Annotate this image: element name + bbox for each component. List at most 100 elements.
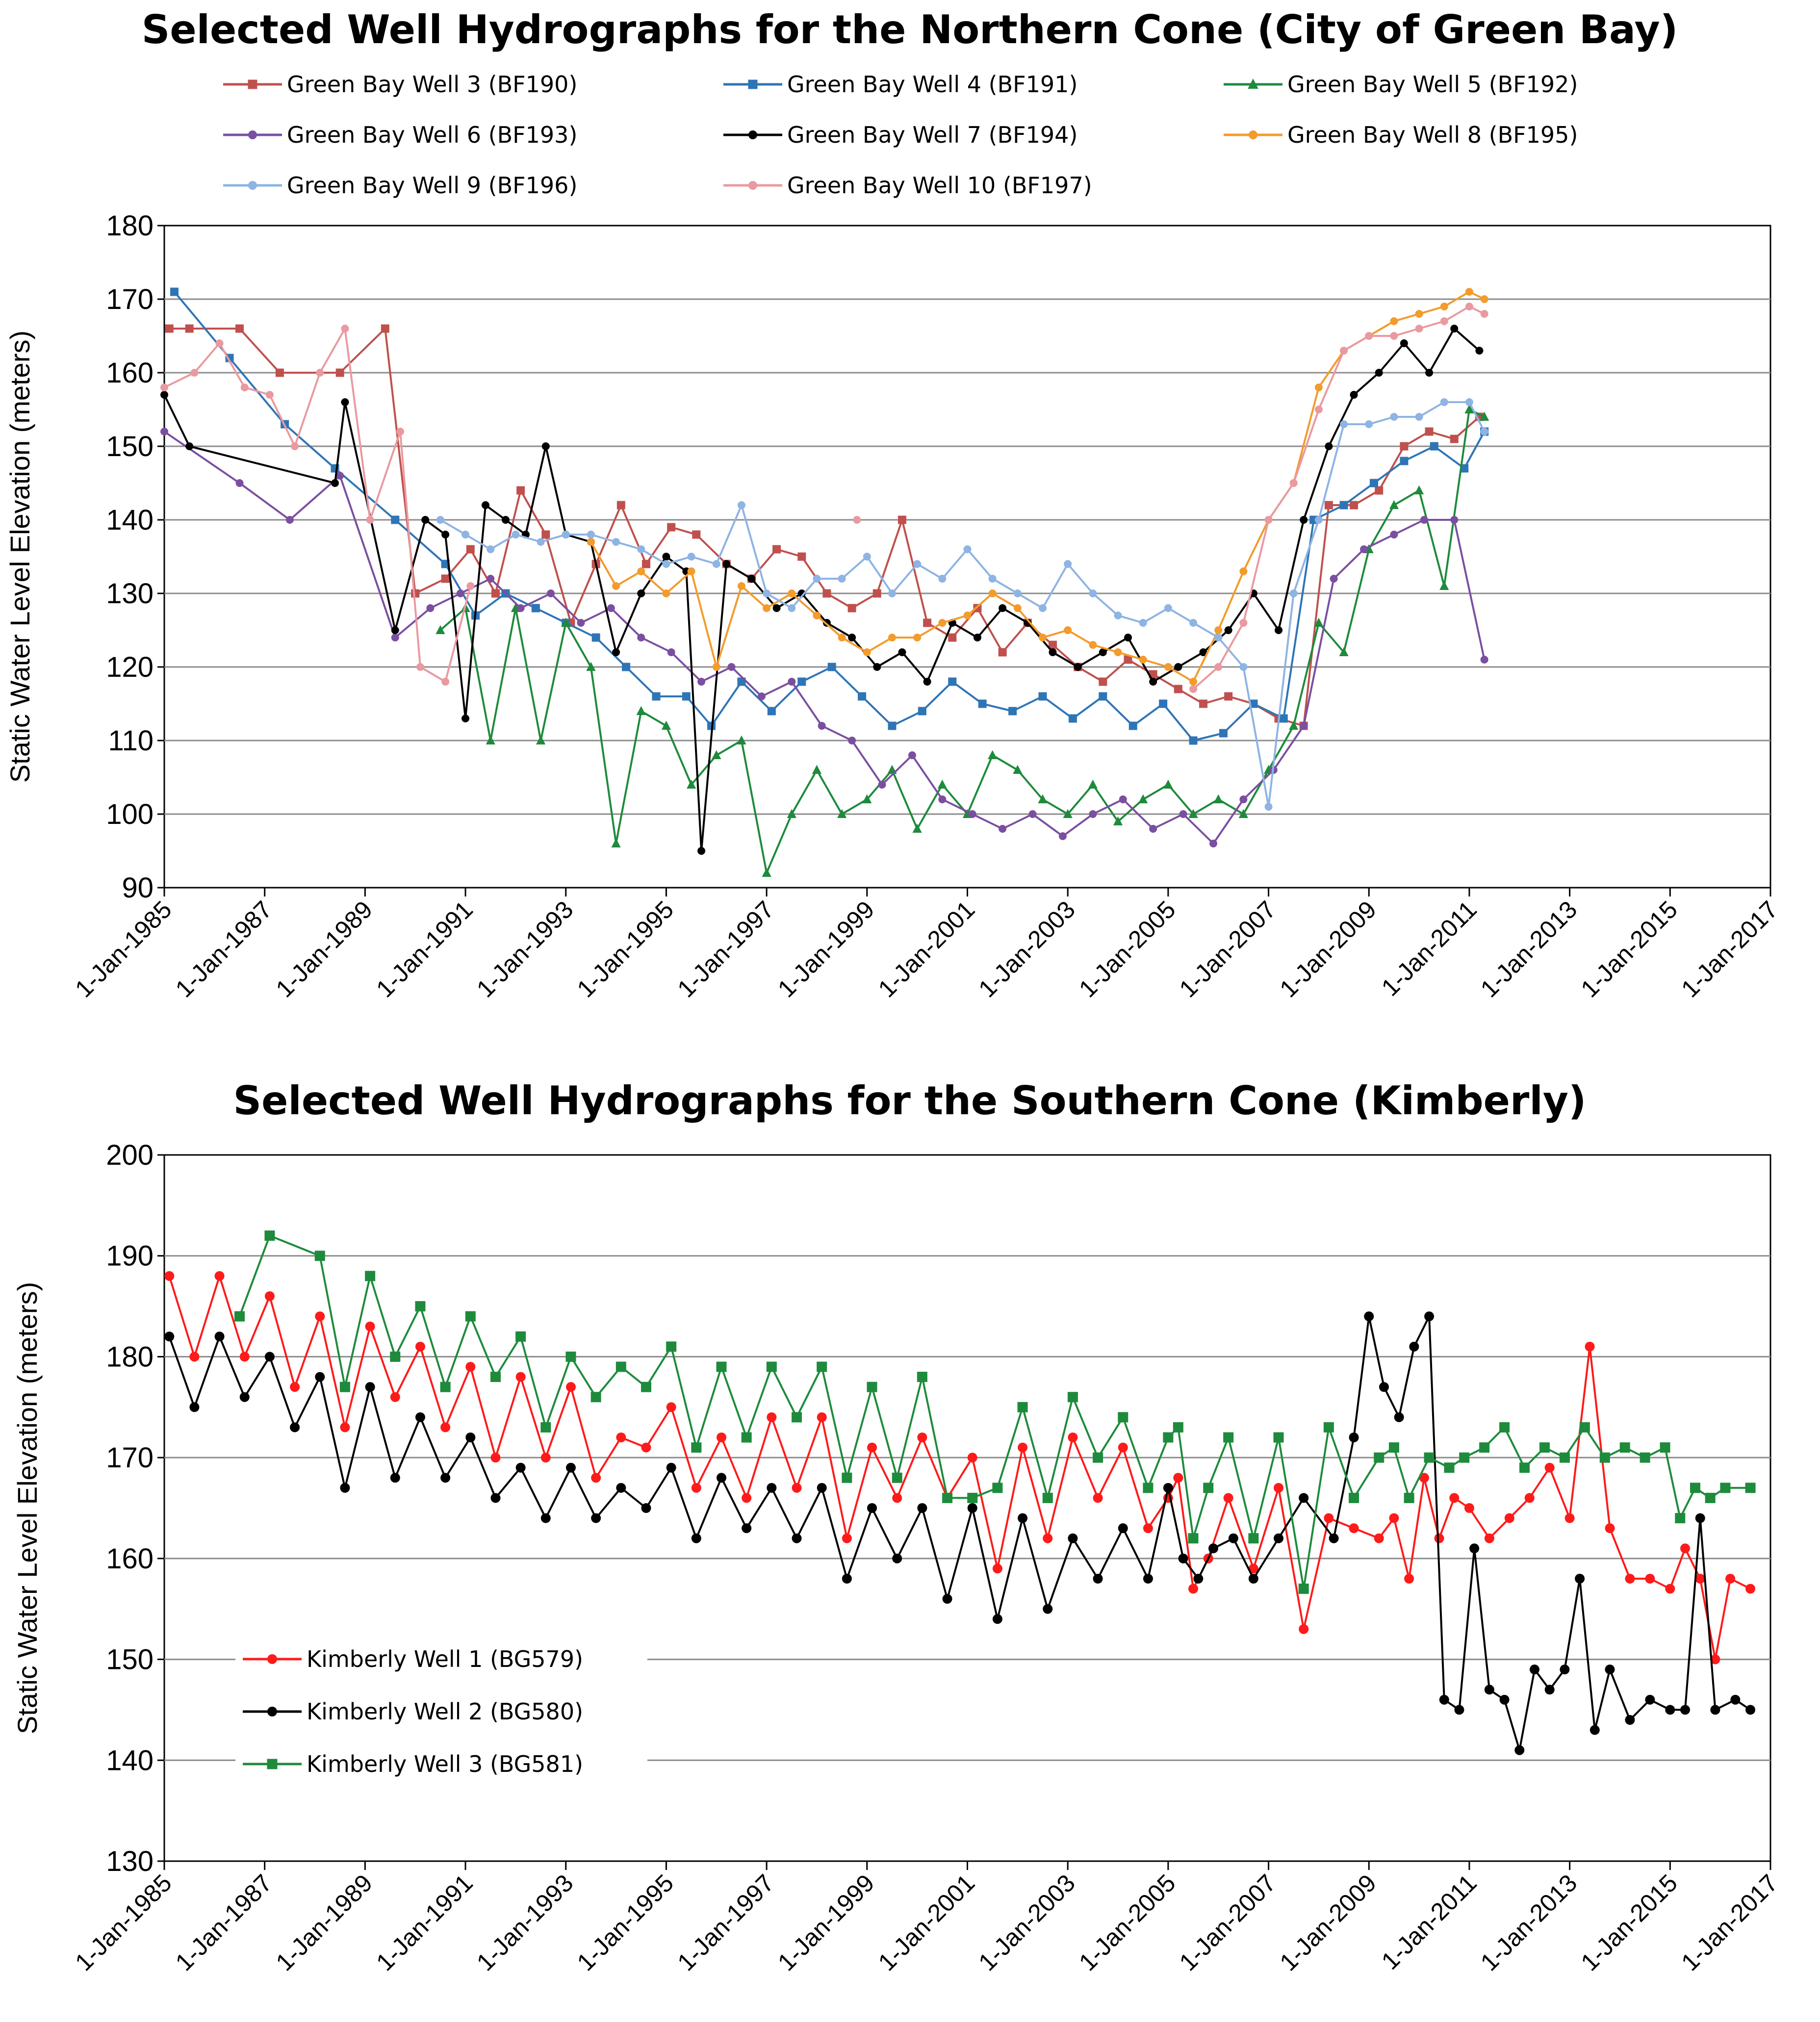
data-point xyxy=(411,589,420,598)
series-group xyxy=(160,287,1489,877)
data-point xyxy=(757,692,766,700)
data-point xyxy=(165,324,174,333)
data-point xyxy=(1499,1422,1510,1433)
data-point xyxy=(365,1271,376,1281)
data-point xyxy=(1164,604,1172,612)
data-point xyxy=(842,1574,852,1584)
data-point xyxy=(817,1361,827,1372)
data-point xyxy=(512,531,520,538)
data-point xyxy=(1228,1533,1238,1543)
data-point xyxy=(967,1503,977,1513)
data-point xyxy=(867,1442,877,1453)
data-point xyxy=(1143,1523,1153,1534)
data-point xyxy=(541,442,550,450)
data-point xyxy=(1665,1584,1675,1594)
data-point xyxy=(717,1473,727,1483)
data-point xyxy=(912,823,922,833)
data-point xyxy=(456,589,464,597)
data-point xyxy=(1415,310,1423,318)
legend-label: Green Bay Well 5 (BF192) xyxy=(1287,71,1578,98)
data-point xyxy=(1324,1513,1334,1523)
data-point xyxy=(999,825,1007,833)
data-point xyxy=(1223,1493,1233,1503)
data-point xyxy=(239,1392,250,1402)
data-point xyxy=(1163,1432,1174,1443)
legend: Green Bay Well 3 (BF190) Green Bay Well 4… xyxy=(223,71,1578,199)
data-point xyxy=(1173,1422,1183,1433)
data-point xyxy=(1068,1533,1078,1543)
data-point xyxy=(189,1352,200,1362)
data-point xyxy=(1008,707,1017,716)
data-point xyxy=(335,368,344,377)
data-point xyxy=(1163,779,1173,789)
legend-item: Green Bay Well 6 (BF193) xyxy=(223,122,577,148)
data-point xyxy=(365,1382,375,1392)
data-point xyxy=(561,617,571,627)
data-point xyxy=(341,398,349,406)
data-point xyxy=(1364,1311,1374,1322)
data-point xyxy=(391,626,399,634)
data-point xyxy=(641,1503,651,1513)
data-point xyxy=(415,1412,425,1422)
data-point xyxy=(440,1473,451,1483)
data-point xyxy=(938,619,947,627)
data-point xyxy=(1349,1492,1359,1503)
data-point xyxy=(862,794,872,803)
data-point xyxy=(1680,1705,1691,1715)
data-point xyxy=(160,391,168,399)
legend-label: Green Bay Well 4 (BF191) xyxy=(787,71,1077,98)
data-point xyxy=(1093,1493,1103,1503)
data-point xyxy=(390,1351,401,1362)
data-point xyxy=(487,545,495,553)
data-point xyxy=(797,677,806,686)
data-point xyxy=(1414,485,1424,494)
data-point xyxy=(1163,1483,1173,1493)
data-point xyxy=(1465,288,1473,296)
data-point xyxy=(501,516,510,524)
legend-item: Green Bay Well 7 (BF194) xyxy=(723,122,1077,148)
data-point xyxy=(1264,516,1273,524)
series-green-bay-well-4-bf191 xyxy=(170,287,1489,745)
y-tick-label: 170 xyxy=(106,283,154,315)
data-point xyxy=(465,1433,476,1442)
data-point xyxy=(938,795,947,803)
data-point xyxy=(265,391,274,399)
data-point xyxy=(190,369,199,377)
y-axis-label: Static Water Level Elevation (meters) xyxy=(12,1282,43,1734)
data-point xyxy=(878,781,886,789)
legend-label: Green Bay Well 8 (BF195) xyxy=(1287,122,1578,148)
data-point xyxy=(742,1493,752,1503)
data-point xyxy=(666,1462,676,1473)
data-point xyxy=(540,1453,551,1463)
data-point xyxy=(1340,347,1348,355)
data-point xyxy=(923,678,931,686)
y-tick-label: 100 xyxy=(106,798,154,830)
legend-item: Kimberly Well 2 (BG580) xyxy=(243,1698,583,1725)
data-point xyxy=(662,560,670,568)
data-point xyxy=(1375,486,1384,495)
data-point xyxy=(1465,303,1473,310)
data-point xyxy=(215,339,224,347)
data-point xyxy=(1369,479,1378,487)
data-point xyxy=(913,634,922,641)
legend-label: Green Bay Well 9 (BF196) xyxy=(287,172,577,199)
data-point xyxy=(391,515,400,524)
data-point xyxy=(1099,677,1107,686)
data-point xyxy=(440,1382,451,1392)
data-point xyxy=(988,750,998,759)
data-point xyxy=(1314,406,1323,413)
data-point xyxy=(1179,810,1187,818)
data-point xyxy=(666,1341,677,1352)
data-point xyxy=(1349,1523,1359,1534)
data-point xyxy=(888,634,896,641)
data-point xyxy=(1214,663,1223,671)
data-point xyxy=(917,1503,927,1513)
data-point xyxy=(917,1372,927,1382)
data-point xyxy=(1013,604,1022,612)
data-point xyxy=(1434,1533,1444,1543)
data-point xyxy=(486,735,495,744)
data-point xyxy=(482,501,489,509)
data-point xyxy=(487,575,495,583)
data-point xyxy=(1068,714,1077,723)
data-point xyxy=(235,324,244,333)
